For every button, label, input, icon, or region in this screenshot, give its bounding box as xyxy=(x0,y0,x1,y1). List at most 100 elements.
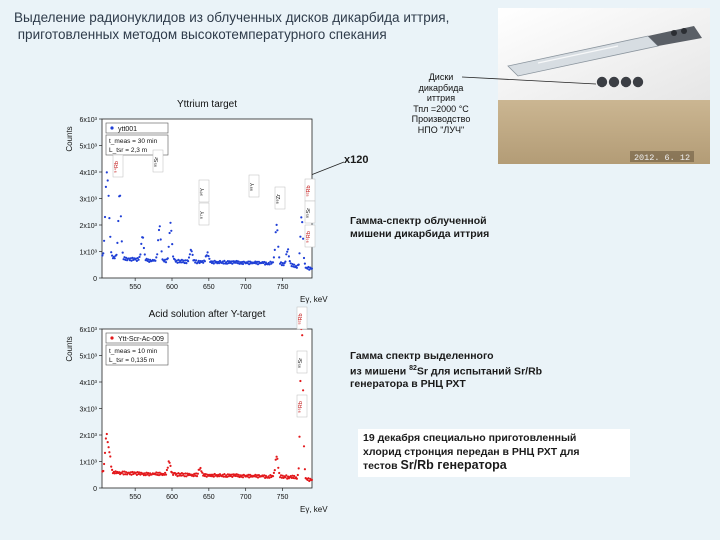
spectrum-point xyxy=(194,261,197,264)
spectrum-point xyxy=(114,470,117,473)
spectrum-point xyxy=(177,258,180,261)
spectrum-point xyxy=(143,472,146,475)
spectrum-point xyxy=(237,473,240,476)
spectrum-point xyxy=(168,461,171,464)
spectrum-point xyxy=(272,256,275,259)
spectrum-point xyxy=(287,475,290,478)
legend-label: ytt001 xyxy=(118,126,137,133)
peak-label: ⁸⁶Rb xyxy=(305,231,312,243)
x-tick-label: 600 xyxy=(166,284,178,291)
spectrum-point xyxy=(172,255,175,258)
spectrum-point xyxy=(132,258,135,261)
spectrum-point xyxy=(226,473,229,476)
photo-caption-line-4: Тпл =2000 °С xyxy=(413,103,469,114)
spectrum-point xyxy=(117,219,120,223)
spectrum-point xyxy=(159,238,162,241)
spectrum-point xyxy=(182,259,185,262)
spectrum-point xyxy=(105,171,108,174)
spectrum-point xyxy=(279,261,283,264)
spectrum-point xyxy=(234,474,237,478)
spectrum-point xyxy=(111,254,114,257)
spectrum-point xyxy=(302,256,306,260)
spectrum-point xyxy=(210,260,213,263)
slide-title-line-2: приготовленных методом высокотемпературн… xyxy=(14,27,387,42)
spectrum-point xyxy=(207,255,210,258)
spectrum-point xyxy=(205,254,208,257)
peak-label-box xyxy=(152,149,164,173)
peak-label: ⁸⁶Rb xyxy=(297,401,304,413)
spectrum-2-description-line-3: генератора в РНЦ РХТ xyxy=(350,377,466,390)
spectrum-point xyxy=(176,261,179,264)
y-tick-label: 6x10³ xyxy=(79,117,97,124)
spectrum-point xyxy=(179,472,182,475)
spectrum-point xyxy=(213,259,216,262)
spectrum-point xyxy=(129,257,132,260)
spectrum-point xyxy=(281,474,284,477)
peak-label: ⁸⁸Zr xyxy=(275,194,282,204)
spectrum-point xyxy=(170,229,173,232)
spectrum-point xyxy=(134,471,138,474)
spectrum-point xyxy=(122,258,125,261)
spectrum-point xyxy=(182,472,185,475)
photo-caption-line-2: дикарбида xyxy=(418,82,464,93)
spectrum-point xyxy=(131,256,134,259)
chart-title: Acid solution after Y-target xyxy=(149,309,266,320)
peak-label-box xyxy=(304,200,316,224)
spectrum-point xyxy=(301,221,304,224)
spectrum-point xyxy=(168,231,171,235)
spectrum-point xyxy=(223,473,226,476)
spectrum-point xyxy=(278,256,281,259)
spectrum-point xyxy=(295,477,298,480)
x-tick-label: 650 xyxy=(203,284,215,291)
spectrum-point xyxy=(107,194,110,197)
spectrum-point xyxy=(297,467,300,470)
peak-label-box xyxy=(248,174,260,198)
spectrum-point xyxy=(136,471,139,474)
spectrum-point xyxy=(269,474,272,477)
spectrum-point xyxy=(135,259,138,262)
spectrum-point xyxy=(142,474,145,477)
spectrum-point xyxy=(203,260,206,263)
spectrum-point xyxy=(139,473,142,476)
gamma-spectrum-acid-chart: Acid solution after Y-target 0 1x10³ 2x10³ 3… xyxy=(65,306,328,514)
x-tick-label: 600 xyxy=(166,494,178,501)
spectrum-series xyxy=(101,327,313,483)
spectrum-point xyxy=(124,258,127,261)
spectrum-point xyxy=(196,472,199,475)
spectrum-point xyxy=(131,470,134,474)
spectrum-point xyxy=(256,476,260,479)
spectrum-point xyxy=(256,263,260,266)
desc2-prefix: из мишени xyxy=(350,365,410,377)
spectrum-point xyxy=(254,260,257,263)
spectrum-point xyxy=(169,221,172,224)
photo-bench xyxy=(498,100,710,164)
desc2-mass-number: 82 xyxy=(409,364,417,372)
spectrum-point xyxy=(122,473,125,476)
spectrum-point xyxy=(234,261,237,264)
spectrum-point xyxy=(277,466,280,469)
spectrum-point xyxy=(156,473,159,476)
spectrum-point xyxy=(197,259,200,262)
peak-label: ⁸⁴Rb xyxy=(113,161,120,173)
spectrum-point xyxy=(277,245,280,248)
peak-label: ⁸⁵Sr xyxy=(305,208,312,218)
spectrum-point xyxy=(163,260,166,263)
spectrum-point xyxy=(306,267,309,270)
spectrum-point xyxy=(167,245,170,248)
y-tick-label: 3x10³ xyxy=(79,197,97,204)
spectrum-point xyxy=(109,455,112,458)
spectrum-point xyxy=(255,262,258,265)
peak-label: ⁸²Rb xyxy=(305,185,312,196)
spectrum-point xyxy=(181,261,184,264)
spectrum-point xyxy=(128,473,131,476)
spectrum-point xyxy=(235,473,238,476)
spectrum-2-description: Гамма спектр выделенного из мишени 82Sr … xyxy=(350,350,542,390)
transfer-note-line-1: 19 декабря специально приготовленный xyxy=(363,432,577,444)
spectrum-point xyxy=(293,474,296,478)
spectrum-point xyxy=(138,255,141,258)
spectrum-point xyxy=(108,217,111,220)
spectrum-point xyxy=(281,262,284,265)
spectrum-point xyxy=(246,475,249,478)
peak-label-box xyxy=(296,350,308,374)
spectrum-point xyxy=(187,256,191,259)
